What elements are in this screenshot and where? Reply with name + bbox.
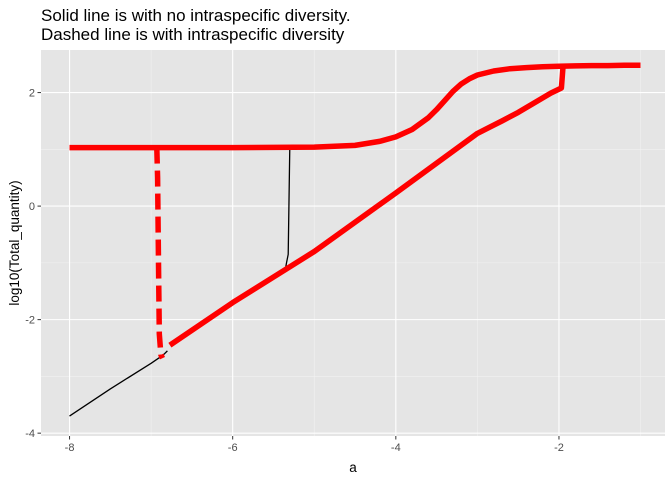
chart-title-line-2: Dashed line is with intraspecific divers… xyxy=(41,25,345,44)
series-line-solid-black xyxy=(285,146,291,268)
chart-title-line-1: Solid line is with no intraspecific dive… xyxy=(41,6,351,25)
y-tick-label: -2 xyxy=(25,315,35,327)
plot-panel xyxy=(41,50,665,436)
y-tick-label: 2 xyxy=(29,88,35,100)
x-axis-title: a xyxy=(349,460,357,475)
series-line-solid-black xyxy=(69,350,168,417)
y-tick-label: 0 xyxy=(29,201,35,213)
x-tick-label: -8 xyxy=(65,442,75,454)
x-tick-label: -2 xyxy=(554,442,564,454)
series-line-solid-red xyxy=(168,66,566,348)
x-tick-label: -6 xyxy=(228,442,238,454)
x-tick-label: -4 xyxy=(391,442,401,454)
series-line-solid-red xyxy=(69,62,641,151)
y-tick-label: -4 xyxy=(25,428,35,440)
y-axis-title: log10(Total_quantity) xyxy=(7,180,22,305)
series-line-dashed-red xyxy=(154,147,165,360)
